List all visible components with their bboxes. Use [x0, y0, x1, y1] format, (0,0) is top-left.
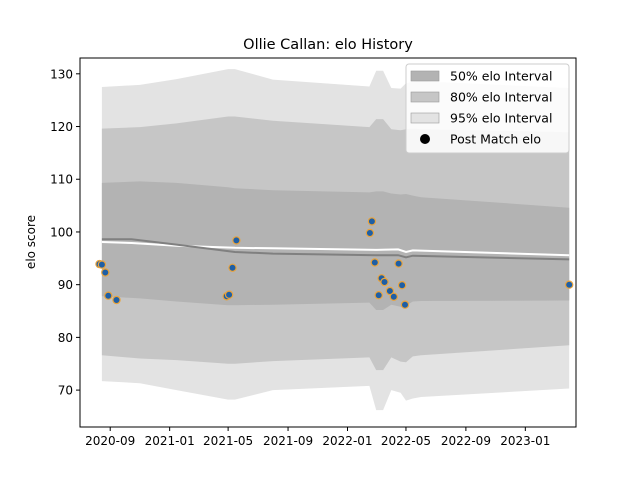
x-tick-label: 2021-09 — [263, 434, 313, 448]
post-match-point — [112, 295, 121, 305]
post-match-point — [232, 236, 241, 245]
trend-line-white — [101, 241, 570, 257]
median-lines — [101, 238, 570, 261]
x-tick-label: 2022-05 — [381, 434, 431, 448]
x-tick-label: 2021-01 — [145, 434, 195, 448]
post-match-points — [95, 217, 574, 309]
legend-label: 80% elo Interval — [450, 90, 552, 105]
post-match-point — [367, 217, 377, 226]
y-tick-label: 70 — [58, 384, 73, 398]
x-tick-label: 2021-05 — [203, 434, 253, 448]
y-tick-label: 80 — [58, 331, 73, 345]
post-match-point — [101, 268, 110, 277]
x-tick-label: 2022-01 — [322, 434, 372, 448]
y-axis-label: elo score — [24, 215, 38, 269]
post-match-point — [565, 280, 574, 289]
x-tick-label: 2022-09 — [441, 434, 491, 448]
y-tick-label: 130 — [50, 67, 73, 81]
post-match-point — [104, 291, 113, 300]
legend-marker-post-match — [420, 134, 430, 144]
median-line-gray — [101, 238, 570, 261]
plot-frame — [79, 57, 577, 428]
post-match-point — [224, 290, 234, 299]
post-match-point — [394, 259, 403, 268]
legend-swatch-80 — [410, 91, 440, 103]
x-tick-label: 2023-01 — [500, 434, 550, 448]
post-match-point — [97, 260, 107, 269]
legend-label: Post Match elo — [450, 132, 541, 147]
legend-swatch-50 — [410, 70, 440, 82]
x-axis: 2020-09 2021-01 2021-05 2021-09 2022-01 2022-… — [85, 427, 550, 448]
y-tick-label: 90 — [58, 278, 73, 292]
x-tick-label: 2020-09 — [85, 434, 135, 448]
legend-label: 50% elo Interval — [450, 69, 552, 84]
y-axis: 70 80 90 100 110 120 130 — [50, 67, 80, 398]
post-match-point — [385, 286, 395, 296]
post-match-point — [380, 277, 389, 287]
chart-title: Ollie Callan: elo History — [243, 37, 413, 53]
legend: 50% elo Interval 80% elo Interval 95% elo … — [405, 63, 570, 154]
legend-swatch-95 — [410, 112, 440, 124]
post-match-point — [397, 281, 407, 290]
post-match-point — [365, 228, 375, 238]
y-tick-label: 110 — [50, 173, 73, 187]
y-tick-label: 120 — [50, 120, 73, 134]
post-match-point — [400, 300, 410, 309]
post-match-point — [370, 258, 379, 267]
y-tick-label: 100 — [50, 225, 73, 239]
legend-box — [405, 63, 570, 154]
post-match-point — [228, 263, 237, 272]
band-50 — [101, 181, 570, 310]
legend-label: 95% elo Interval — [450, 111, 552, 126]
post-match-point — [374, 291, 383, 300]
interval-bands — [101, 69, 570, 411]
post-match-point — [389, 292, 398, 301]
